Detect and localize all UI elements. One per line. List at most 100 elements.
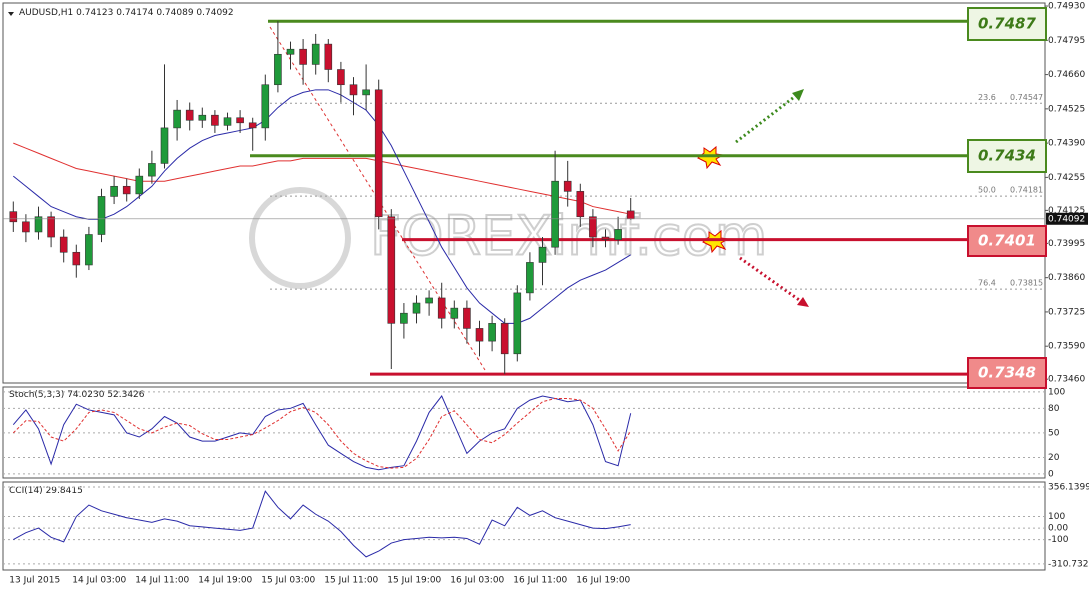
main-panel [2,2,1046,384]
high: 0.74174 [116,8,153,18]
candle-body [198,114,207,121]
y-tick-label: 0.73460 [1048,375,1085,385]
candle-body [425,297,433,304]
y-tick-label: 0.74525 [1048,104,1085,114]
indicator-line [12,395,632,471]
y-tick-label: 0.74255 [1048,173,1085,183]
y-tick-label: 0.73860 [1048,273,1085,283]
candle-body [601,236,610,240]
candle-body [614,229,622,240]
candle-body [160,127,169,164]
x-tick-label: 16 Jul 19:00 [576,576,630,586]
down-arrowhead [797,297,809,307]
open: 0.74123 [76,8,113,18]
candle-body [362,89,370,96]
indicator-line [12,397,632,469]
candle-body [488,323,496,342]
moving-average [12,89,631,324]
y-tick-label: 0.74795 [1048,36,1085,46]
y-tick-label: 50 [1048,428,1060,438]
y-tick-label: 0.74660 [1048,70,1085,80]
fib-price: 0.74547 [1010,93,1043,102]
y-tick-label: 0.74930 [1048,2,1085,12]
y-tick-label: -310.7326 [1048,559,1089,569]
up-arrow [735,92,799,144]
y-tick-label: 20 [1048,453,1060,463]
candle-body [576,191,585,218]
candle-body [261,84,270,129]
level-label: 0.7434 [978,147,1036,165]
candle-body [97,196,106,235]
low: 0.74089 [156,8,193,18]
candle-body [286,48,295,55]
candle-body [500,323,509,355]
candle-body [337,69,345,86]
price-tag-label: 0.74092 [1048,214,1085,224]
fib-price: 0.73815 [1010,279,1043,288]
reading: 52.3426 [107,390,144,400]
y-tick-label: 0.73995 [1048,239,1085,249]
watermark: FOREXimf.com [249,187,768,289]
price-tag [1046,212,1088,225]
cci-header: CCI(14) 29.8415 [9,486,83,496]
level-box [967,225,1047,257]
fib-price: 0.74181 [1010,186,1043,195]
fib-level: 50.0 [978,186,996,195]
y-tick-label: 0 [1048,469,1054,479]
up-arrowhead [792,89,804,101]
candle-body [437,297,446,319]
candle-body [475,328,484,342]
candle-body [185,109,194,121]
level-label: 0.7348 [978,364,1036,382]
y-tick-label: 356.1399 [1048,483,1089,493]
level-label: 0.7487 [978,15,1036,33]
candle-body [72,251,81,266]
y-tick-label: -100 [1048,535,1069,545]
candle-body [135,175,144,195]
candle-body [274,53,282,86]
x-tick-label: 14 Jul 03:00 [72,576,126,586]
fib-trendline [269,26,486,371]
candle-body [311,43,320,65]
watermark-text: FOREXimf.com [370,205,767,268]
menu-icon [8,12,14,16]
y-tick-label: 0.00 [1048,524,1068,534]
level-box [967,7,1047,41]
cci-panel [2,481,1046,571]
candle-body [387,216,396,324]
candle-body [412,302,421,314]
level-label: 0.7401 [978,232,1036,250]
stoch-header: Stoch(5,3,3) 74.0230 52.3426 [9,390,145,400]
y-tick-label: 0.73725 [1048,307,1085,317]
candle-body [526,262,534,294]
candle-body [551,180,559,248]
moving-average [13,142,631,215]
level-box [967,357,1047,389]
symbol-header: AUDUSD,H1 0.74123 0.74174 0.74089 0.7409… [19,8,234,18]
symbol: AUDUSD,H1 [19,8,73,18]
x-tick-label: 15 Jul 11:00 [324,576,378,586]
candle-body [349,84,358,96]
x-tick-label: 14 Jul 19:00 [198,576,252,586]
y-tick-label: 100 [1048,387,1065,397]
candle-body [47,216,55,238]
y-tick-label: 0.74125 [1048,206,1085,216]
candle-body [148,163,156,177]
close: 0.74092 [196,8,233,18]
watermark-logo [249,187,351,289]
level-box [967,139,1047,173]
candle-body [22,221,30,233]
candle-body [324,43,333,70]
x-tick-label: 14 Jul 11:00 [135,576,189,586]
candle-body [299,48,307,65]
candle-body [248,122,257,129]
candle-body [513,292,522,355]
candle-body [400,312,408,324]
candle-body [211,114,219,126]
candle-body [236,117,244,124]
candle-body [589,216,597,238]
x-tick-label: 15 Jul 03:00 [261,576,315,586]
candle-body [450,307,459,319]
candle-body [538,246,547,263]
